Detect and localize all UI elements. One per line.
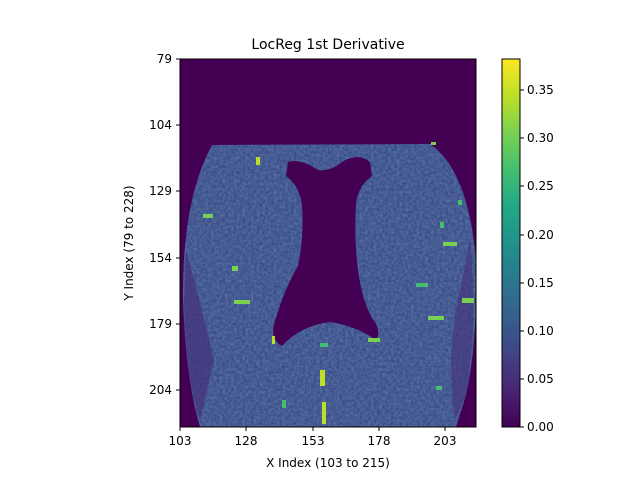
svg-text:0.30: 0.30 [527,131,554,145]
colorbar: 0.00 0.05 0.10 0.15 0.20 0.25 [501,58,554,434]
svg-text:104: 104 [149,118,172,132]
hotspot [234,300,250,304]
colorbar-tick: 0.05 [520,372,554,386]
hotspot [368,338,380,342]
y-tick: 104 [149,118,180,132]
hotspot [320,370,325,386]
hotspot [322,402,326,424]
hotspot [232,266,238,271]
hotspot [272,336,275,344]
cortex-patch-left [184,250,214,420]
colorbar-tick: 0.20 [520,228,554,242]
x-axis-label: X Index (103 to 215) [266,456,390,470]
chart-title: LocReg 1st Derivative [251,37,404,53]
hotspot [256,157,260,165]
y-tick: 79 [157,52,180,66]
x-axis: 103 128 153 178 203 X Index (103 to 215) [169,427,457,470]
colorbar-tick: 0.10 [520,324,554,338]
hotspot [282,400,286,408]
y-tick: 179 [149,317,180,331]
hotspot [443,242,457,246]
x-tick: 178 [368,427,391,448]
x-tick: 103 [169,427,192,448]
svg-text:103: 103 [169,434,192,448]
colorbar-gradient [501,58,521,428]
hotspots [203,142,474,424]
svg-text:204: 204 [149,383,172,397]
y-tick: 154 [149,251,180,265]
x-tick: 153 [302,427,325,448]
svg-text:0.35: 0.35 [527,83,554,97]
ventricle-region [273,157,379,346]
hotspot [203,214,213,218]
svg-text:129: 129 [149,184,172,198]
colorbar-tick: 0.00 [520,420,554,434]
colorbar-ticks: 0.00 0.05 0.10 0.15 0.20 0.25 [520,83,554,434]
hotspot [440,222,444,228]
svg-text:0.00: 0.00 [527,420,554,434]
cortex-patch-right [451,240,474,420]
svg-text:0.10: 0.10 [527,324,554,338]
plot-frame [179,58,477,428]
hotspot [428,316,444,320]
hotspot [458,200,462,205]
colorbar-tick: 0.35 [520,83,554,97]
colorbar-tick: 0.30 [520,131,554,145]
svg-text:153: 153 [302,434,325,448]
svg-text:128: 128 [235,434,258,448]
y-tick: 129 [149,184,180,198]
colorbar-tick: 0.15 [520,276,554,290]
svg-text:203: 203 [434,434,457,448]
svg-text:0.25: 0.25 [527,179,554,193]
y-axis: 79 104 129 154 179 204 Y Index (79 to 22… [122,52,180,397]
x-tick: 128 [235,427,258,448]
hotspot [416,283,428,287]
svg-text:178: 178 [368,434,391,448]
heatmap-plot [180,59,476,427]
x-tick: 203 [434,427,457,448]
svg-text:0.05: 0.05 [527,372,554,386]
hotspot [462,298,474,303]
svg-text:0.20: 0.20 [527,228,554,242]
hotspot [431,142,436,145]
hotspot [436,386,442,390]
y-axis-label: Y Index (79 to 228) [122,185,136,301]
svg-text:79: 79 [157,52,172,66]
y-tick: 204 [149,383,180,397]
svg-text:154: 154 [149,251,172,265]
hotspot [320,343,328,347]
svg-text:179: 179 [149,317,172,331]
svg-text:0.15: 0.15 [527,276,554,290]
colorbar-tick: 0.25 [520,179,554,193]
